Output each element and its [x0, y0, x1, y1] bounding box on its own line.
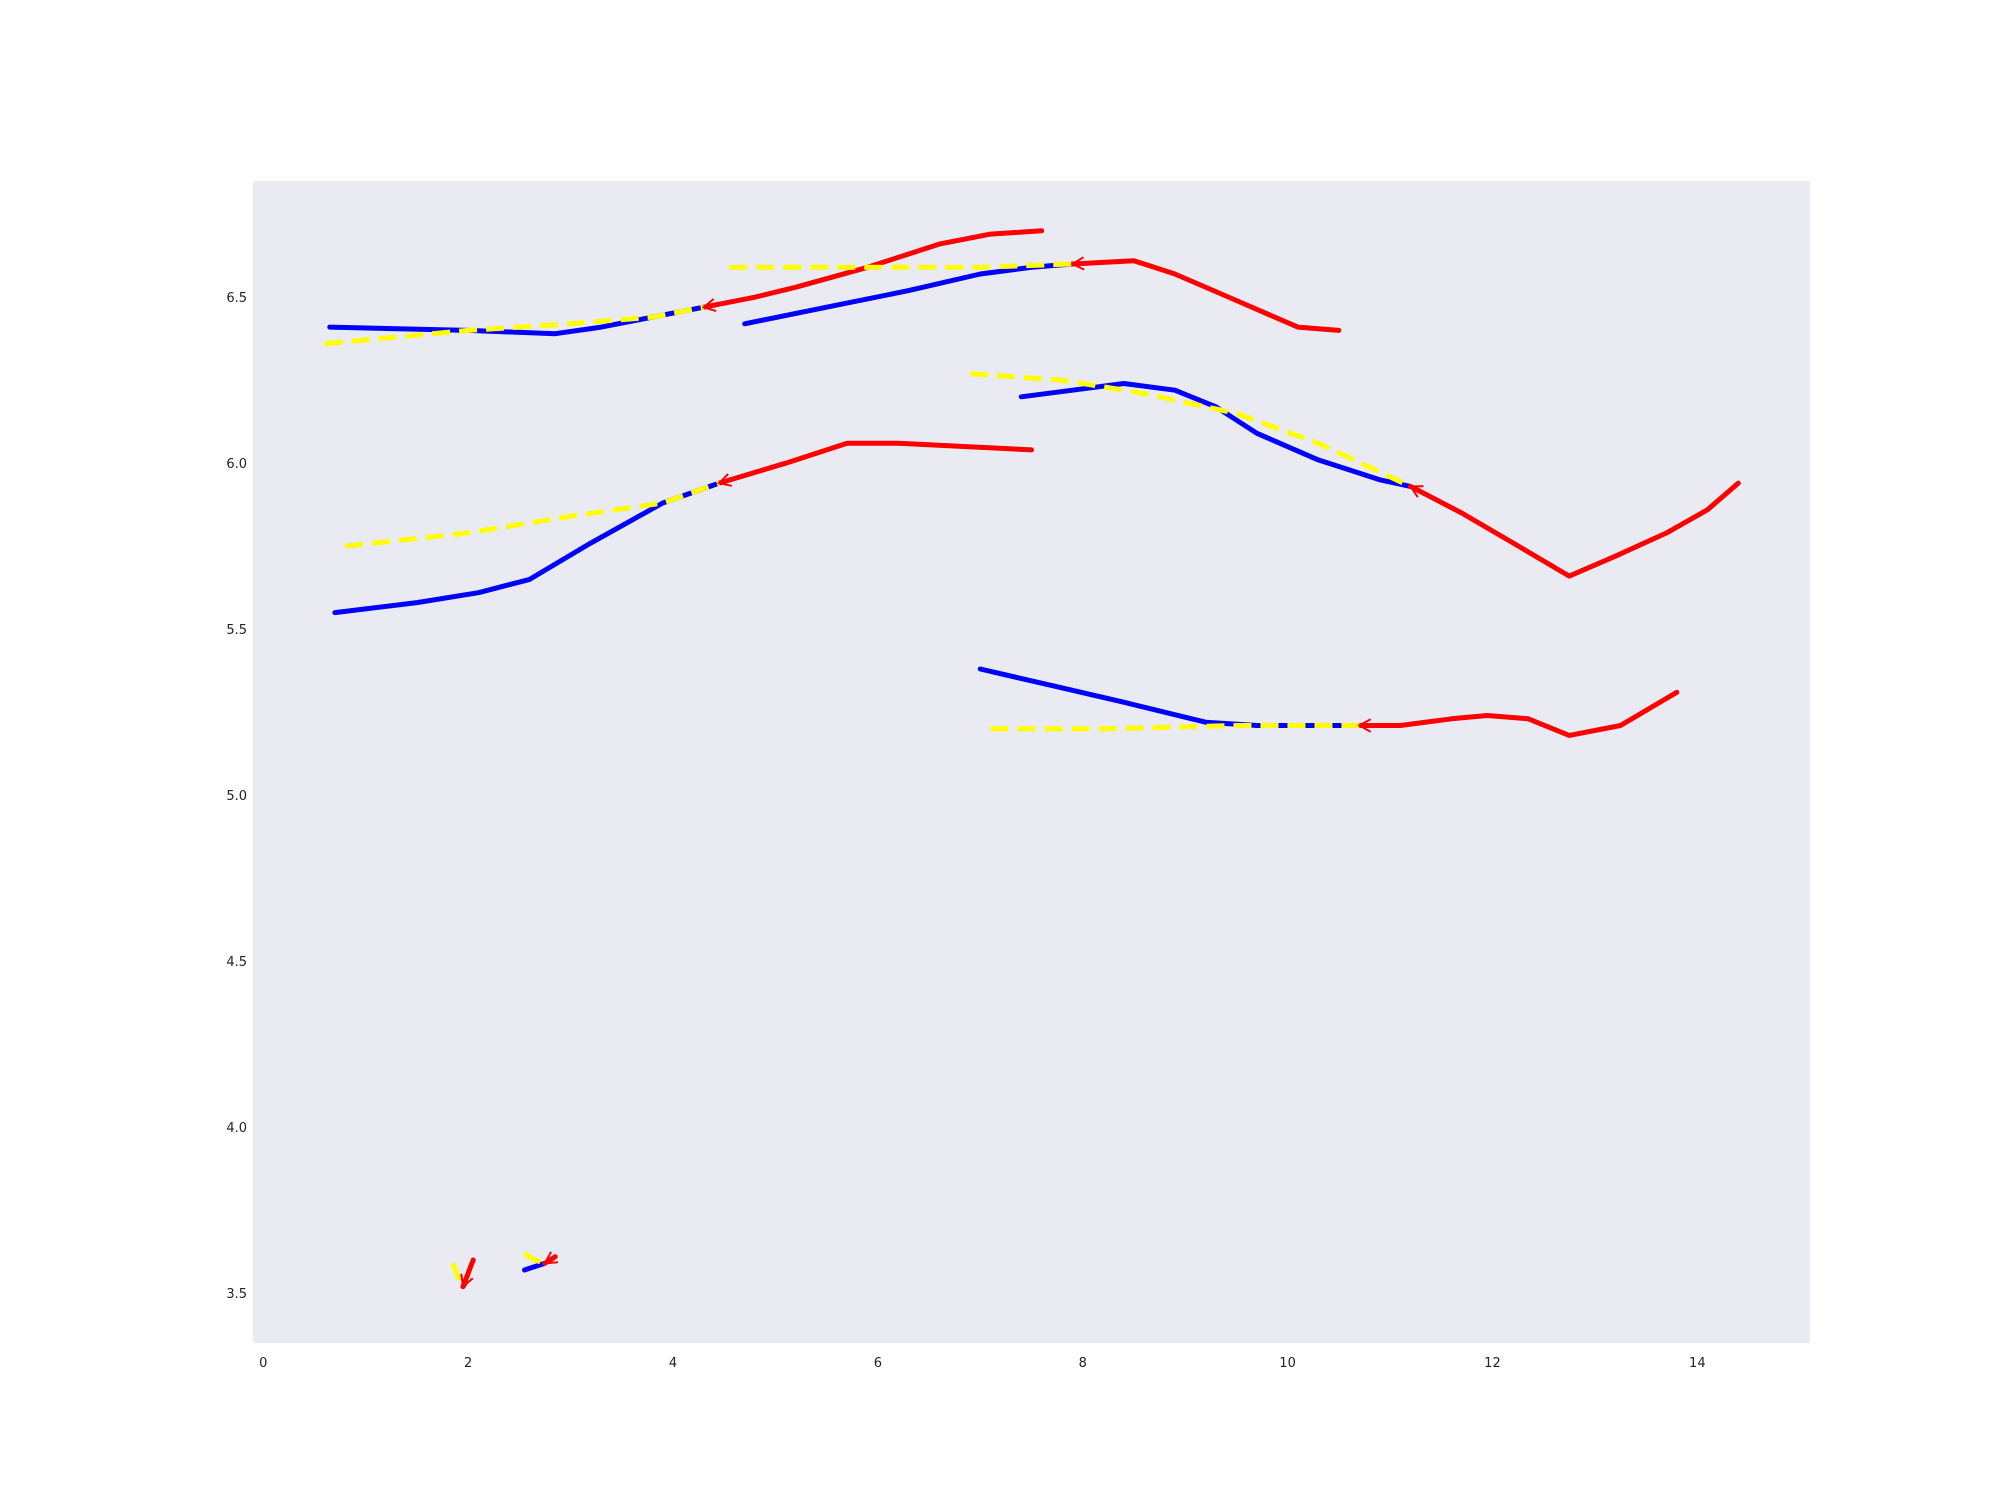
x-tick-label: 12 — [1484, 1356, 1501, 1371]
x-axis-ticks: 0 2 4 6 8 10 12 14 — [259, 1356, 1705, 1371]
prediction-line — [523, 1251, 546, 1266]
arrow-marker — [543, 1251, 558, 1265]
prediction-line — [344, 480, 720, 549]
trajectory-3 — [332, 440, 1034, 616]
y-tick-label: 5.0 — [226, 789, 247, 804]
prediction-line — [969, 371, 1412, 489]
arrow-marker — [1408, 485, 1424, 498]
arrow-marker — [717, 473, 733, 487]
future-line — [460, 1257, 476, 1290]
prediction-line — [990, 723, 1360, 732]
x-tick-label: 8 — [1079, 1356, 1087, 1371]
history-line — [332, 480, 722, 616]
y-tick-label: 5.5 — [226, 623, 247, 638]
trajectory-6 — [450, 1257, 476, 1290]
future-line — [1408, 480, 1741, 579]
future-line — [1356, 689, 1680, 738]
x-tick-label: 2 — [464, 1356, 472, 1371]
x-tick-label: 6 — [874, 1356, 882, 1371]
x-tick-label: 0 — [259, 1356, 267, 1371]
y-axis-ticks: 3.5 4.0 4.5 5.0 5.5 6.0 6.5 — [226, 291, 247, 1302]
prediction-line — [324, 304, 705, 347]
y-tick-label: 3.5 — [226, 1287, 247, 1302]
prediction-line — [729, 261, 1073, 270]
plot-area — [253, 181, 1810, 1343]
y-tick-label: 6.0 — [226, 457, 247, 472]
x-tick-label: 14 — [1689, 1356, 1706, 1371]
trajectory-4 — [969, 371, 1741, 579]
trajectory-7 — [522, 1251, 558, 1273]
history-line — [522, 1260, 548, 1273]
y-tick-label: 4.5 — [226, 955, 247, 970]
y-tick-label: 4.0 — [226, 1121, 247, 1136]
arrow-marker — [460, 1273, 474, 1289]
arrow-marker — [1357, 718, 1372, 733]
future-line — [716, 440, 1034, 486]
arrow-marker — [1070, 256, 1085, 271]
trajectory-2 — [729, 256, 1342, 333]
prediction-line — [450, 1262, 466, 1288]
y-tick-label: 6.5 — [226, 291, 247, 306]
future-line — [1070, 258, 1342, 333]
trajectory-series — [324, 228, 1741, 1290]
x-tick-label: 10 — [1279, 1356, 1296, 1371]
x-tick-label: 4 — [669, 1356, 677, 1371]
trajectory-5 — [977, 666, 1680, 738]
arrow-marker — [701, 298, 717, 313]
